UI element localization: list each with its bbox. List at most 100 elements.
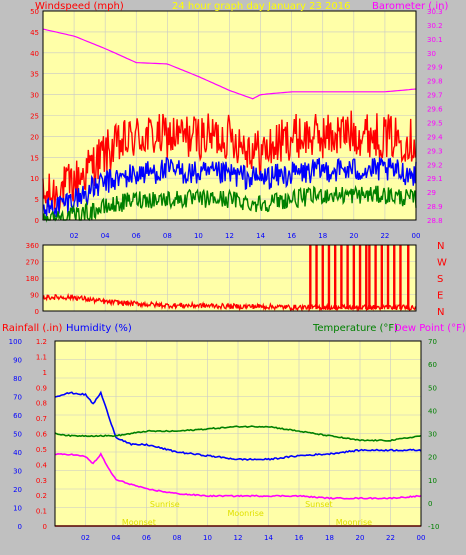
- wind-tick-label: 30: [30, 92, 39, 100]
- astro-label: Moonrise: [227, 509, 263, 518]
- wind-tick-label: 45: [30, 29, 39, 37]
- direction-tick-label: 270: [26, 259, 39, 267]
- astro-labels: Sunrise Sunset Moonrise Moonset Moonrise: [122, 500, 372, 527]
- wind-x-tick-label: 10: [194, 232, 203, 240]
- temperature-tick-label: 20: [428, 454, 437, 462]
- barometer-tick-label: 29.4: [427, 133, 443, 141]
- wind-x-tick-label: 02: [70, 232, 79, 240]
- compass-label: S: [437, 274, 443, 285]
- temperature-tick-label: 30: [428, 431, 437, 439]
- barometer-axis-label: Barometer (.in): [372, 1, 448, 12]
- temperature-tick-label: 50: [428, 384, 437, 392]
- wind-x-tick-label: 18: [318, 232, 327, 240]
- rain-tick-label: 0.7: [36, 415, 47, 423]
- astro-label: Moonrise: [336, 518, 372, 527]
- humidity-tick-label: 20: [13, 486, 22, 494]
- astro-label: Sunset: [305, 500, 332, 509]
- dewpoint-series-line: [54, 452, 422, 500]
- barometer-tick-label: 29: [427, 189, 436, 197]
- rainfall-axis-label: Rainfall (.in): [2, 323, 63, 334]
- gust-series-line: [42, 110, 417, 212]
- wind-tick-label: 40: [30, 50, 39, 58]
- chart-title: 24 hour graph day January 23 2016: [172, 1, 350, 12]
- temperature-tick-label: 70: [428, 338, 437, 346]
- barometer-tick-label: 28.8: [427, 217, 443, 225]
- climate-axis-ticks: 010203040506070809010000.10.20.30.40.50.…: [9, 338, 440, 542]
- barometer-tick-label: 29.7: [427, 92, 443, 100]
- humidity-tick-label: 50: [13, 431, 22, 439]
- dewpoint-axis-label: Dew Point (°F): [394, 323, 466, 334]
- climate-panel: Sunrise Sunset Moonrise Moonset Moonrise 0 10…: [2, 323, 466, 542]
- rain-tick-label: 0: [43, 523, 47, 531]
- humidity-series-line: [54, 390, 422, 461]
- rain-tick-label: 0.5: [36, 446, 47, 454]
- barometer-tick-label: 29.2: [427, 161, 443, 169]
- climate-x-tick-label: 06: [142, 534, 151, 542]
- barometer-tick-label: 30.1: [427, 36, 443, 44]
- astro-label: Moonset: [122, 518, 156, 527]
- wind-x-tick-label: 22: [380, 232, 389, 240]
- wind-x-tick-label: 12: [225, 232, 234, 240]
- wind-tick-label: 25: [30, 113, 39, 121]
- barometer-tick-label: 30.3: [427, 8, 443, 16]
- barometer-tick-label: 30.2: [427, 22, 443, 30]
- rain-tick-label: 0.6: [36, 431, 48, 439]
- humidity-tick-label: 80: [13, 375, 22, 383]
- temperature-tick-label: 40: [428, 407, 437, 415]
- direction-tick-label: 90: [30, 292, 39, 300]
- barometer-tick-label: 29.3: [427, 147, 443, 155]
- climate-x-tick-label: 08: [173, 534, 182, 542]
- climate-x-tick-label: 14: [264, 534, 273, 542]
- humidity-tick-label: 60: [13, 412, 22, 420]
- wind-tick-label: 15: [30, 154, 39, 162]
- wind-axis-ticks: 0 5 10 15 20 25 30 35 40 45 50 28.8 28.9 29 29.1 29.2 29…: [30, 8, 443, 240]
- climate-x-tick-label: 16: [295, 534, 304, 542]
- rain-tick-label: 1.2: [36, 338, 47, 346]
- temperature-axis-label: Temperature (°F): [312, 323, 398, 334]
- humidity-tick-label: 90: [13, 357, 22, 365]
- direction-tick-label: 0: [35, 308, 39, 316]
- barometer-tick-label: 29.9: [427, 64, 443, 72]
- climate-x-tick-label: 20: [356, 534, 365, 542]
- temperature-tick-label: 0: [428, 500, 432, 508]
- wind-x-tick-label: 20: [349, 232, 358, 240]
- barometer-series-line: [42, 28, 417, 100]
- barometer-tick-label: 29.1: [427, 175, 443, 183]
- wind-x-tick-label: 14: [256, 232, 265, 240]
- compass-label: E: [437, 291, 443, 302]
- wind-x-tick-label: 08: [163, 232, 172, 240]
- humidity-tick-label: 40: [13, 449, 22, 457]
- direction-tick-label: 180: [26, 275, 39, 283]
- astro-label: Sunrise: [150, 500, 180, 509]
- wind-tick-label: 0: [35, 217, 39, 225]
- rain-tick-label: 0.1: [36, 508, 47, 516]
- climate-x-tick-label: 10: [203, 534, 212, 542]
- wind-tick-label: 20: [30, 133, 39, 141]
- wind-tick-label: 35: [30, 71, 39, 79]
- wind-x-tick-label: 06: [132, 232, 141, 240]
- wind-axis-label: Windspeed (mph): [35, 1, 124, 12]
- temperature-tick-label: -10: [428, 523, 439, 531]
- climate-x-tick-label: 04: [112, 534, 121, 542]
- humidity-tick-label: 70: [13, 394, 22, 402]
- climate-x-tick-label: 00: [417, 534, 426, 542]
- temperature-tick-label: 10: [428, 477, 437, 485]
- wind-tick-label: 50: [30, 8, 39, 16]
- wind-tick-label: 5: [35, 196, 39, 204]
- humidity-tick-label: 10: [13, 505, 22, 513]
- barometer-tick-label: 29.6: [427, 106, 443, 114]
- humidity-tick-label: 0: [18, 523, 22, 531]
- direction-tick-label: 360: [26, 242, 39, 250]
- direction-series: [42, 245, 417, 313]
- wind-x-tick-label: 16: [287, 232, 296, 240]
- compass-label: N: [437, 307, 444, 318]
- climate-x-tick-label: 02: [81, 534, 90, 542]
- climate-plot-frame: [54, 340, 422, 527]
- rain-tick-label: 0.3: [36, 477, 47, 485]
- temperature-series-line: [54, 425, 422, 442]
- compass-label: W: [437, 258, 447, 269]
- wind-x-tick-label: 04: [101, 232, 110, 240]
- climate-x-tick-label: 18: [325, 534, 334, 542]
